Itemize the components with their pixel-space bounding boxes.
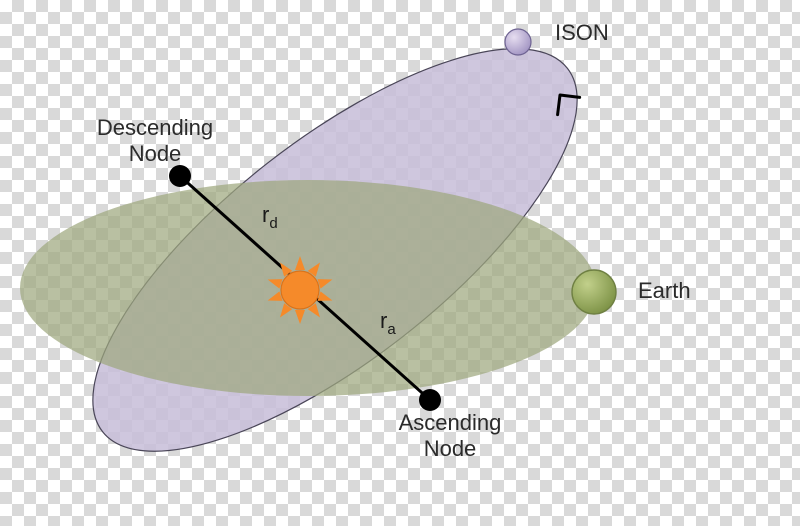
earth-body: [572, 270, 616, 314]
earth-label: Earth: [638, 278, 691, 304]
ascending-node-label: Ascending Node: [370, 410, 530, 463]
descending-node-dot: [169, 165, 191, 187]
descending-node-label: Descending Node: [75, 115, 235, 168]
ison-label: ISON: [555, 20, 609, 46]
ison-body: [505, 29, 531, 55]
ascending-node-dot: [419, 389, 441, 411]
